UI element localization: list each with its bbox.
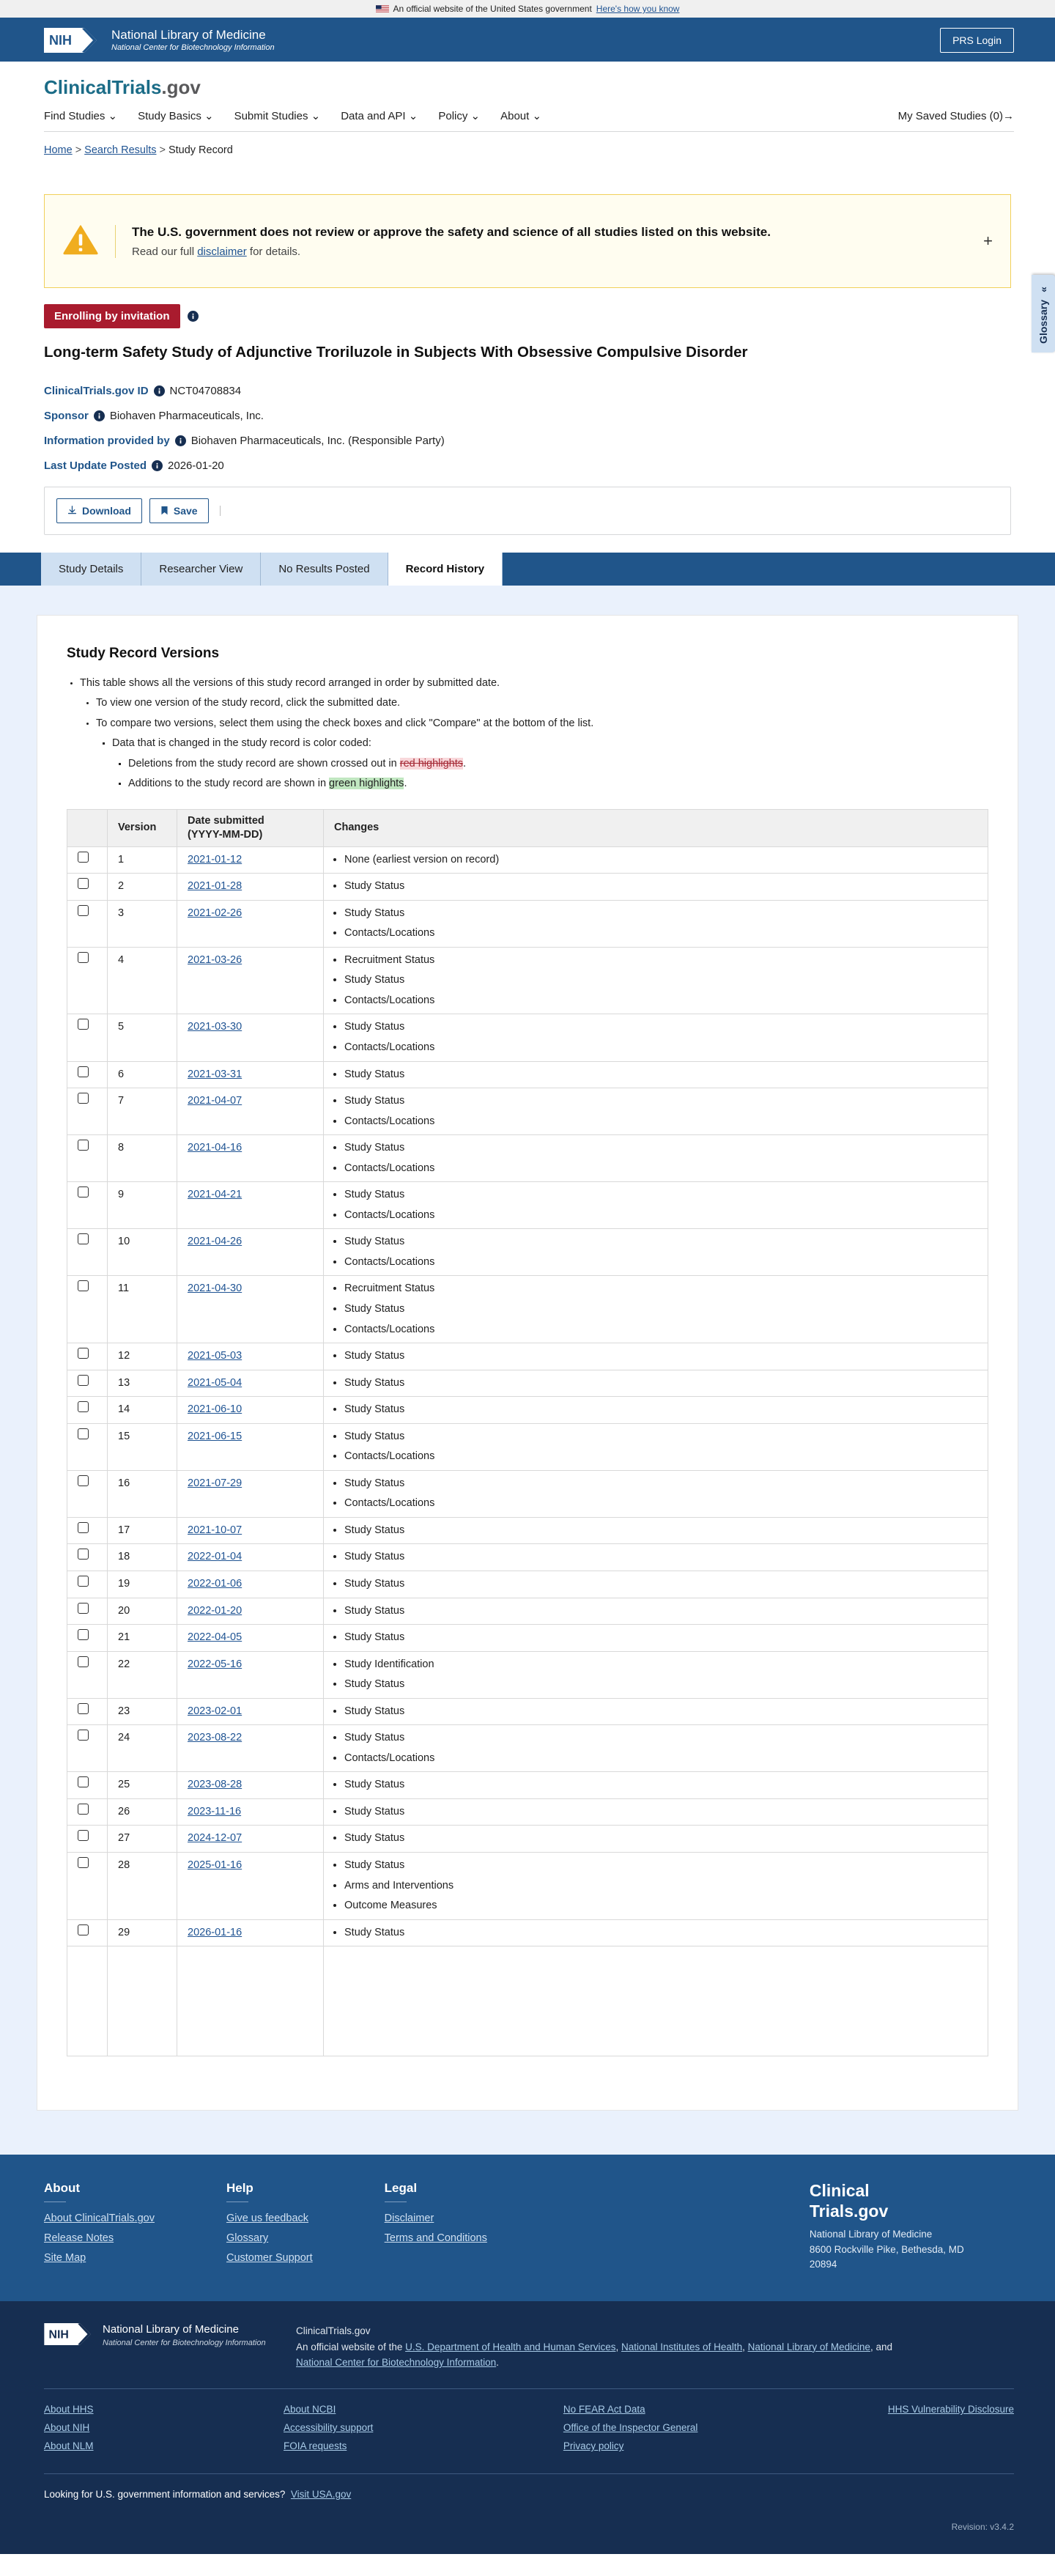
svg-text:NIH: NIH xyxy=(49,33,72,48)
svg-text:NIH: NIH xyxy=(49,2329,69,2341)
